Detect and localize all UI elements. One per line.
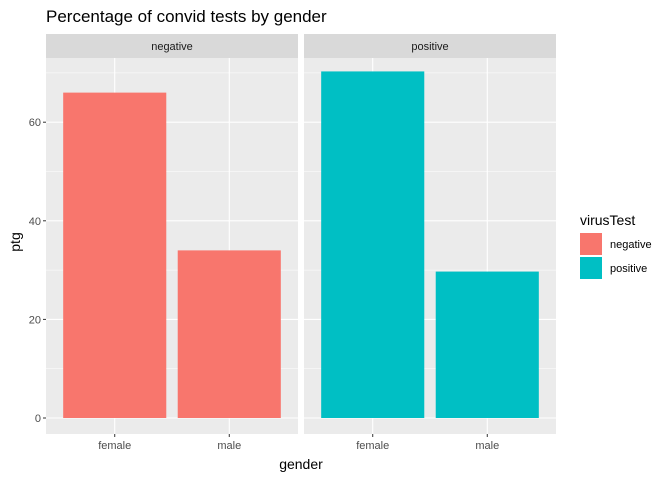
y-tick-label: 40 — [29, 216, 41, 228]
legend-key-positive — [580, 257, 602, 279]
legend-label-negative: negative — [610, 239, 652, 251]
x-tick-label: female — [98, 440, 131, 452]
y-tick-label: 60 — [29, 117, 41, 129]
facet-strip — [304, 34, 556, 58]
bar-negative-female — [63, 92, 167, 419]
y-tick-label: 0 — [35, 413, 41, 425]
x-axis-title: gender — [279, 456, 323, 472]
x-tick-label: female — [356, 440, 389, 452]
facet-panel-positive: positive female male — [304, 34, 556, 452]
facet-strip-label: negative — [151, 41, 193, 53]
legend-key-negative — [580, 233, 602, 255]
x-tick-label: male — [217, 440, 241, 452]
y-axis-title: ptg — [7, 232, 23, 251]
facet-strip — [46, 34, 298, 58]
bar-positive-female — [321, 71, 425, 419]
bar-negative-male — [177, 250, 281, 418]
chart-title: Percentage of convid tests by gender — [46, 7, 327, 26]
y-tick-label: 20 — [29, 314, 41, 326]
y-axis-ticks: 0 20 40 60 — [29, 117, 46, 425]
legend-title: virusTest — [580, 212, 635, 228]
legend: virusTest negative positive — [580, 212, 652, 279]
bar-positive-male — [435, 271, 539, 418]
facet-strip-label: positive — [411, 41, 448, 53]
facet-panel-negative: negative female male — [46, 34, 298, 452]
x-tick-label: male — [475, 440, 499, 452]
facet-panels: negative female male positive female male — [46, 34, 556, 452]
legend-label-positive: positive — [610, 263, 647, 275]
